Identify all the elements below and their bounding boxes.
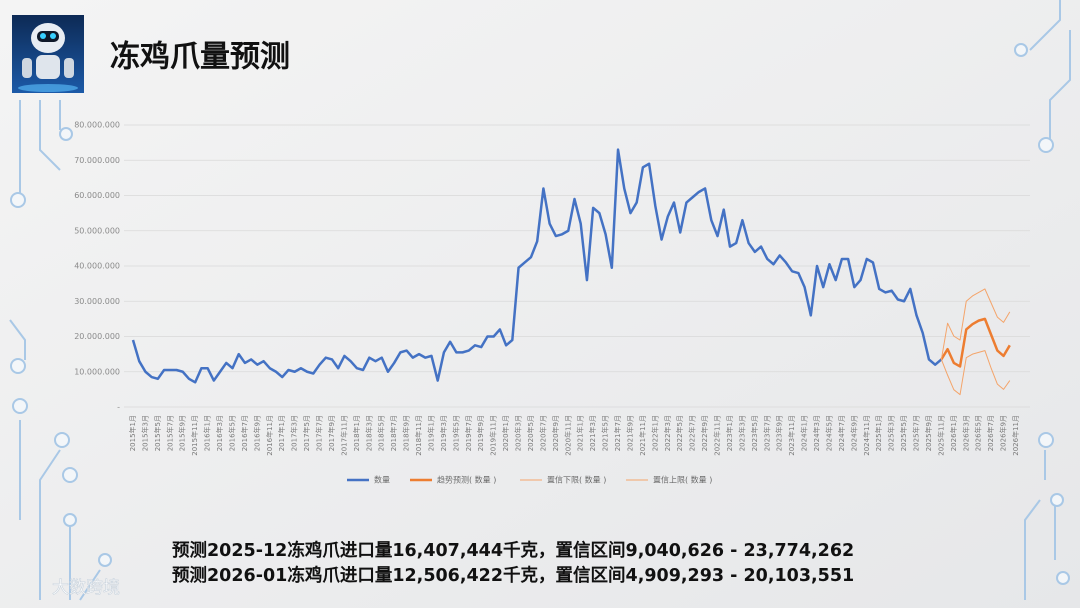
x-tick-label: 2026年1月: [949, 415, 958, 451]
x-tick-label: 2022年1月: [650, 415, 659, 451]
x-tick-label: 2016年11月: [265, 415, 274, 456]
x-tick-label: 2025年7月: [912, 415, 921, 451]
y-tick-label: 30.000.000: [74, 297, 120, 306]
series-line: [940, 317, 1011, 368]
x-tick-label: 2017年1月: [277, 415, 286, 451]
x-tick-label: 2024年3月: [812, 415, 821, 451]
x-tick-label: 2018年1月: [352, 415, 361, 451]
x-tick-label: 2015年9月: [178, 415, 187, 451]
x-tick-label: 2022年9月: [700, 415, 709, 451]
x-tick-label: 2023年11月: [787, 415, 796, 456]
x-tick-label: 2015年5月: [153, 415, 162, 451]
x-tick-label: 2017年3月: [290, 415, 299, 451]
x-tick-label: 2024年1月: [800, 415, 809, 451]
x-tick-label: 2017年5月: [302, 415, 311, 451]
x-tick-label: 2015年11月: [190, 415, 199, 456]
x-tick-label: 2020年5月: [526, 415, 535, 451]
series-line: [940, 288, 1011, 360]
x-tick-label: 2024年11月: [862, 415, 871, 456]
x-tick-label: 2019年5月: [451, 415, 460, 451]
x-tick-label: 2023年1月: [725, 415, 734, 451]
slide-title: 冻鸡爪量预测: [110, 40, 290, 75]
x-tick-label: 2026年5月: [974, 415, 983, 451]
x-tick-label: 2022年5月: [675, 415, 684, 451]
y-tick-label: 50.000.000: [74, 226, 120, 235]
forecast-note: 预测2026-01冻鸡爪进口量12,506,422千克，置信区间4,909,29…: [172, 565, 854, 586]
x-tick-label: 2019年9月: [476, 415, 485, 451]
x-tick-label: 2020年9月: [551, 415, 560, 451]
x-tick-label: 2023年5月: [750, 415, 759, 451]
y-tick-label: 40.000.000: [74, 262, 120, 271]
legend-label: 数量: [374, 475, 390, 485]
legend-label: 置信下限( 数量 ): [547, 475, 606, 485]
circuit-decoration: [9, 0, 1071, 601]
x-tick-label: 2016年1月: [203, 415, 212, 451]
x-tick-label: 2023年3月: [737, 415, 746, 451]
x-tick-label: 2015年3月: [140, 415, 149, 451]
x-tick-label: 2020年7月: [538, 415, 547, 451]
x-tick-label: 2025年9月: [924, 415, 933, 451]
x-tick-label: 2025年3月: [887, 415, 896, 451]
x-tick-label: 2024年5月: [824, 415, 833, 451]
x-tick-label: 2025年1月: [874, 415, 883, 451]
x-tick-label: 2024年9月: [849, 415, 858, 451]
x-tick-label: 2022年11月: [713, 415, 722, 456]
series-line: [940, 350, 1011, 396]
x-tick-label: 2020年11月: [563, 415, 572, 456]
x-tick-label: 2026年11月: [1011, 415, 1020, 456]
x-tick-label: 2021年3月: [588, 415, 597, 451]
x-tick-label: 2026年3月: [961, 415, 970, 451]
x-tick-label: 2015年1月: [128, 415, 137, 451]
x-tick-label: 2021年7月: [613, 415, 622, 451]
x-tick-label: 2025年11月: [936, 415, 945, 456]
x-tick-label: 2016年5月: [227, 415, 236, 451]
x-tick-label: 2023年7月: [762, 415, 771, 451]
x-tick-label: 2026年7月: [986, 415, 995, 451]
x-tick-label: 2018年3月: [364, 415, 373, 451]
x-tick-label: 2021年5月: [601, 415, 610, 451]
x-tick-label: 2015年7月: [165, 415, 174, 451]
y-tick-label: 20.000.000: [74, 332, 120, 341]
legend-label: 趋势预测( 数量 ): [437, 475, 496, 485]
forecast-note: 预测2025-12冻鸡爪进口量16,407,444千克，置信区间9,040,62…: [172, 540, 854, 561]
x-tick-label: 2026年9月: [999, 415, 1008, 451]
y-tick-label: 70.000.000: [74, 156, 120, 165]
robot-icon: [12, 15, 84, 93]
x-tick-label: 2024年7月: [837, 415, 846, 451]
x-tick-label: 2020年3月: [514, 415, 523, 451]
x-tick-label: 2016年3月: [215, 415, 224, 451]
x-tick-label: 2018年5月: [377, 415, 386, 451]
x-tick-label: 2019年3月: [439, 415, 448, 451]
x-tick-label: 2021年9月: [625, 415, 634, 451]
x-tick-label: 2018年7月: [389, 415, 398, 451]
x-tick-label: 2016年7月: [240, 415, 249, 451]
watermark: 大数跨境: [52, 578, 120, 598]
x-tick-label: 2017年9月: [327, 415, 336, 451]
y-tick-label: 60.000.000: [74, 191, 120, 200]
chart: - 10.000.000 20.000.000 30.000.000 40.000.00…: [74, 121, 1030, 485]
x-tick-label: 2020年1月: [501, 415, 510, 451]
x-tick-label: 2021年11月: [638, 415, 647, 456]
series-line: [131, 148, 943, 384]
x-tick-label: 2025年5月: [899, 415, 908, 451]
x-tick-label: 2016年9月: [252, 415, 261, 451]
y-tick-label: 10.000.000: [74, 367, 120, 376]
x-tick-label: 2019年1月: [426, 415, 435, 451]
x-tick-label: 2023年9月: [775, 415, 784, 451]
y-tick-label: 80.000.000: [74, 121, 120, 130]
x-tick-label: 2021年1月: [576, 415, 585, 451]
x-tick-label: 2019年11月: [489, 415, 498, 456]
y-tick-label: -: [117, 403, 120, 412]
x-tick-label: 2017年7月: [315, 415, 324, 451]
x-tick-label: 2018年11月: [414, 415, 423, 456]
x-tick-label: 2017年11月: [339, 415, 348, 456]
x-tick-label: 2022年3月: [663, 415, 672, 451]
x-tick-label: 2022年7月: [688, 415, 697, 451]
x-tick-label: 2019年7月: [464, 415, 473, 451]
legend-label: 置信上限( 数量 ): [653, 475, 712, 485]
x-tick-label: 2018年9月: [402, 415, 411, 451]
